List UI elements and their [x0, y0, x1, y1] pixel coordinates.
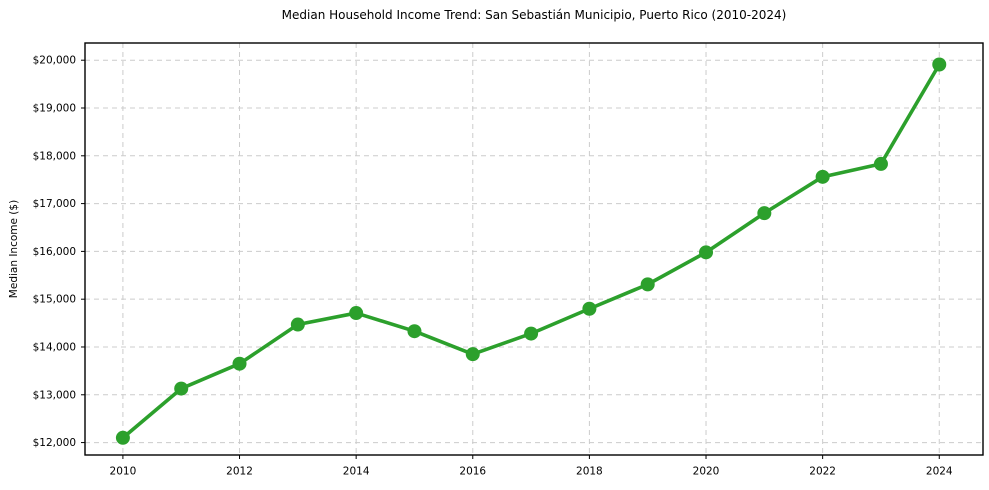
y-tick-label: $13,000 — [33, 389, 76, 401]
y-tick-label: $17,000 — [33, 198, 76, 210]
x-tick-label: 2018 — [576, 466, 603, 478]
y-tick-label: $19,000 — [33, 103, 76, 115]
x-tick-label: 2024 — [926, 466, 953, 478]
x-tick-label: 2020 — [693, 466, 720, 478]
x-tick-label: 2014 — [343, 466, 370, 478]
data-point-2018 — [582, 301, 597, 316]
x-tick-label: 2012 — [226, 466, 253, 478]
y-tick-label: $16,000 — [33, 246, 76, 258]
data-point-2012 — [232, 356, 247, 371]
data-point-2024 — [932, 57, 947, 72]
y-tick-label: $14,000 — [33, 341, 76, 353]
data-point-2013 — [290, 317, 305, 332]
data-point-2023 — [873, 156, 888, 171]
plot-border — [84, 42, 984, 456]
data-point-2010 — [115, 430, 130, 445]
data-point-2020 — [699, 245, 714, 260]
data-point-2017 — [524, 326, 539, 341]
x-tick-label: 2016 — [459, 466, 486, 478]
x-tick-label: 2022 — [809, 466, 836, 478]
chart-title: Median Household Income Trend: San Sebas… — [281, 8, 787, 22]
y-tick-label: $20,000 — [33, 55, 76, 67]
x-tick-label: 2010 — [110, 466, 137, 478]
data-point-2021 — [757, 206, 772, 221]
y-tick-label: $15,000 — [33, 294, 76, 306]
data-point-2016 — [465, 347, 480, 362]
y-tick-label: $12,000 — [33, 437, 76, 449]
data-point-2014 — [349, 306, 364, 321]
y-tick-label: $18,000 — [33, 150, 76, 162]
data-point-2015 — [407, 324, 422, 339]
data-point-2019 — [640, 277, 655, 292]
data-point-2022 — [815, 169, 830, 184]
data-point-2011 — [174, 381, 189, 396]
